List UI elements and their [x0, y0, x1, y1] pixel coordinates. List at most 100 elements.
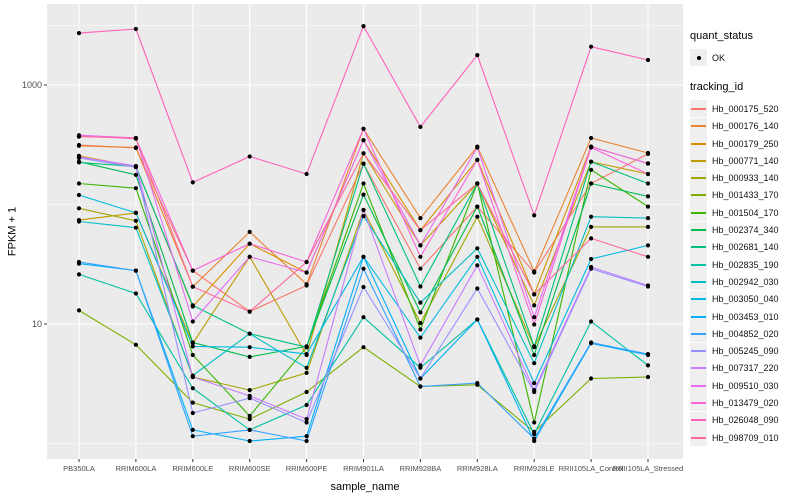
legend-key-box — [690, 204, 707, 222]
legend-item-Hb_001433_170: Hb_001433_170 — [690, 186, 800, 204]
data-point — [475, 157, 480, 162]
data-point — [304, 420, 309, 425]
data-point — [133, 268, 138, 273]
data-point — [133, 172, 138, 177]
data-point — [645, 352, 651, 357]
legend-key-line-icon — [691, 229, 706, 232]
data-point — [304, 345, 309, 350]
legend-item-label: Hb_001504_170 — [712, 207, 779, 218]
data-point — [475, 254, 480, 259]
data-point — [475, 181, 480, 186]
data-point — [190, 284, 195, 289]
legend-key-box — [690, 100, 707, 118]
data-point — [589, 167, 594, 172]
legend-item-Hb_005245_090: Hb_005245_090 — [690, 342, 800, 360]
data-point — [589, 340, 594, 345]
legend-item-Hb_000175_520: Hb_000175_520 — [690, 100, 800, 118]
legend-key-box — [690, 135, 707, 153]
data-point — [76, 30, 82, 36]
x-tick-label: RRIM928LE — [514, 464, 555, 473]
x-tick-label: RRII105LA_Stressed — [613, 464, 683, 473]
data-point — [133, 145, 138, 150]
data-point — [532, 388, 537, 393]
legend-key-box — [690, 342, 707, 360]
data-point — [645, 254, 651, 259]
data-point — [361, 181, 366, 186]
legend-key-line-icon — [691, 107, 706, 110]
data-point — [304, 352, 309, 357]
x-axis-title: sample_name — [330, 481, 400, 493]
legend-key-line-icon — [691, 194, 706, 197]
data-point — [304, 370, 309, 375]
data-point — [76, 272, 82, 277]
data-point — [475, 145, 480, 150]
data-point — [418, 320, 423, 326]
legend-key-box — [690, 359, 707, 377]
data-point — [418, 376, 423, 381]
data-point — [645, 283, 651, 288]
data-point — [190, 427, 195, 432]
legend-item-Hb_003050_040: Hb_003050_040 — [690, 290, 800, 308]
x-tick-label: RRIM928BA — [400, 464, 442, 473]
data-point — [304, 402, 309, 408]
data-point — [190, 434, 195, 439]
data-point — [304, 389, 309, 395]
data-point — [475, 286, 480, 291]
legend-spacer — [690, 66, 800, 81]
legend: quant_status OK tracking_id Hb_000175_52… — [690, 30, 800, 447]
data-point — [532, 322, 537, 327]
data-point — [133, 135, 138, 141]
data-point — [418, 254, 423, 259]
legend-key-line-icon — [691, 436, 706, 439]
x-tick-label: RRIM600LE — [172, 464, 213, 473]
legend-item-Hb_002942_030: Hb_002942_030 — [690, 273, 800, 291]
data-point — [418, 284, 423, 289]
data-point — [76, 308, 82, 313]
legend-key-box — [690, 256, 707, 274]
legend-key-line-icon — [691, 263, 706, 266]
data-point — [304, 417, 309, 422]
data-point — [361, 345, 366, 350]
data-point — [247, 417, 252, 422]
data-point — [76, 181, 82, 186]
data-point — [190, 410, 195, 416]
data-point — [133, 26, 138, 32]
data-point — [190, 374, 195, 380]
data-point — [361, 24, 366, 29]
data-point — [190, 180, 195, 185]
data-point — [361, 284, 366, 290]
data-point — [133, 186, 138, 191]
data-point — [133, 225, 138, 230]
point-marker-icon — [696, 55, 701, 60]
data-point — [76, 192, 82, 198]
data-point — [361, 266, 366, 271]
data-point — [247, 345, 252, 350]
legend-key-box — [690, 186, 707, 204]
legend-item-Hb_098709_010: Hb_098709_010 — [690, 429, 800, 447]
data-point — [76, 259, 82, 265]
legend-item-label: Hb_000771_140 — [712, 155, 779, 166]
legend-item-label: OK — [712, 52, 726, 63]
legend-key-box — [690, 169, 707, 187]
data-point — [247, 427, 252, 432]
data-point — [532, 352, 537, 358]
data-point — [645, 243, 651, 248]
data-point — [475, 204, 480, 209]
legend-tracking-items: Hb_000175_520 Hb_000176_140 Hb_000179_250 H… — [690, 100, 800, 447]
x-tick-label: RRIM928LA — [457, 464, 498, 473]
data-point — [532, 381, 537, 386]
data-point — [304, 438, 309, 444]
legend-key-box — [690, 377, 707, 395]
data-point — [532, 315, 537, 320]
legend-item-Hb_003453_010: Hb_003453_010 — [690, 308, 800, 325]
data-point — [645, 204, 651, 209]
data-point — [589, 135, 594, 141]
legend-item-Hb_000771_140: Hb_000771_140 — [690, 152, 800, 170]
data-point — [133, 163, 138, 169]
data-point — [475, 263, 480, 268]
legend-key-line-icon — [691, 142, 706, 145]
x-tick-label: RRIM600LA — [115, 464, 156, 473]
legend-item-Hb_007317_220: Hb_007317_220 — [690, 359, 800, 377]
legend-item-Hb_000933_140: Hb_000933_140 — [690, 169, 800, 187]
